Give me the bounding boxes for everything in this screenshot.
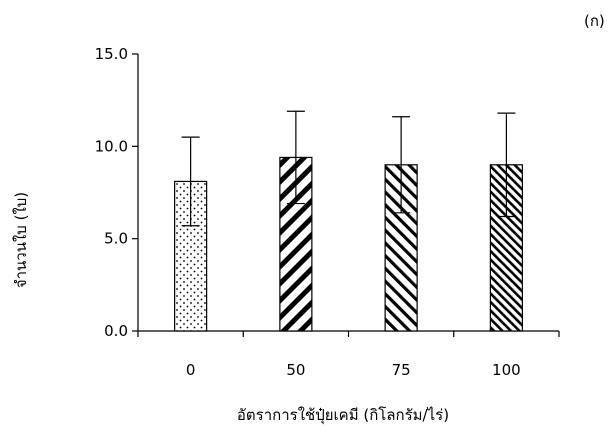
y-tick-label: 10.0 bbox=[95, 137, 128, 155]
panel-label: (ก) bbox=[584, 12, 605, 30]
x-axis: 0 50 75 100 bbox=[137, 330, 560, 379]
x-tick-label: 100 bbox=[492, 361, 521, 379]
x-tick-label: 75 bbox=[392, 361, 411, 379]
y-tick-label: 5.0 bbox=[104, 230, 128, 248]
x-axis-label: อัตราการใช้ปุ๋ยเคมี (กิโลกรัม/ไร่) bbox=[237, 406, 449, 425]
bars bbox=[174, 156, 523, 332]
y-tick-label: 0.0 bbox=[104, 322, 128, 340]
y-tick-label: 15.0 bbox=[95, 45, 128, 63]
error-bars bbox=[181, 110, 516, 227]
x-tick-label: 0 bbox=[186, 361, 196, 379]
x-tick-label: 50 bbox=[286, 361, 305, 379]
y-axis: 0.0 5.0 10.0 15.0 bbox=[95, 45, 139, 340]
y-axis-label: จำนวนใบ (ใบ) bbox=[12, 192, 30, 288]
